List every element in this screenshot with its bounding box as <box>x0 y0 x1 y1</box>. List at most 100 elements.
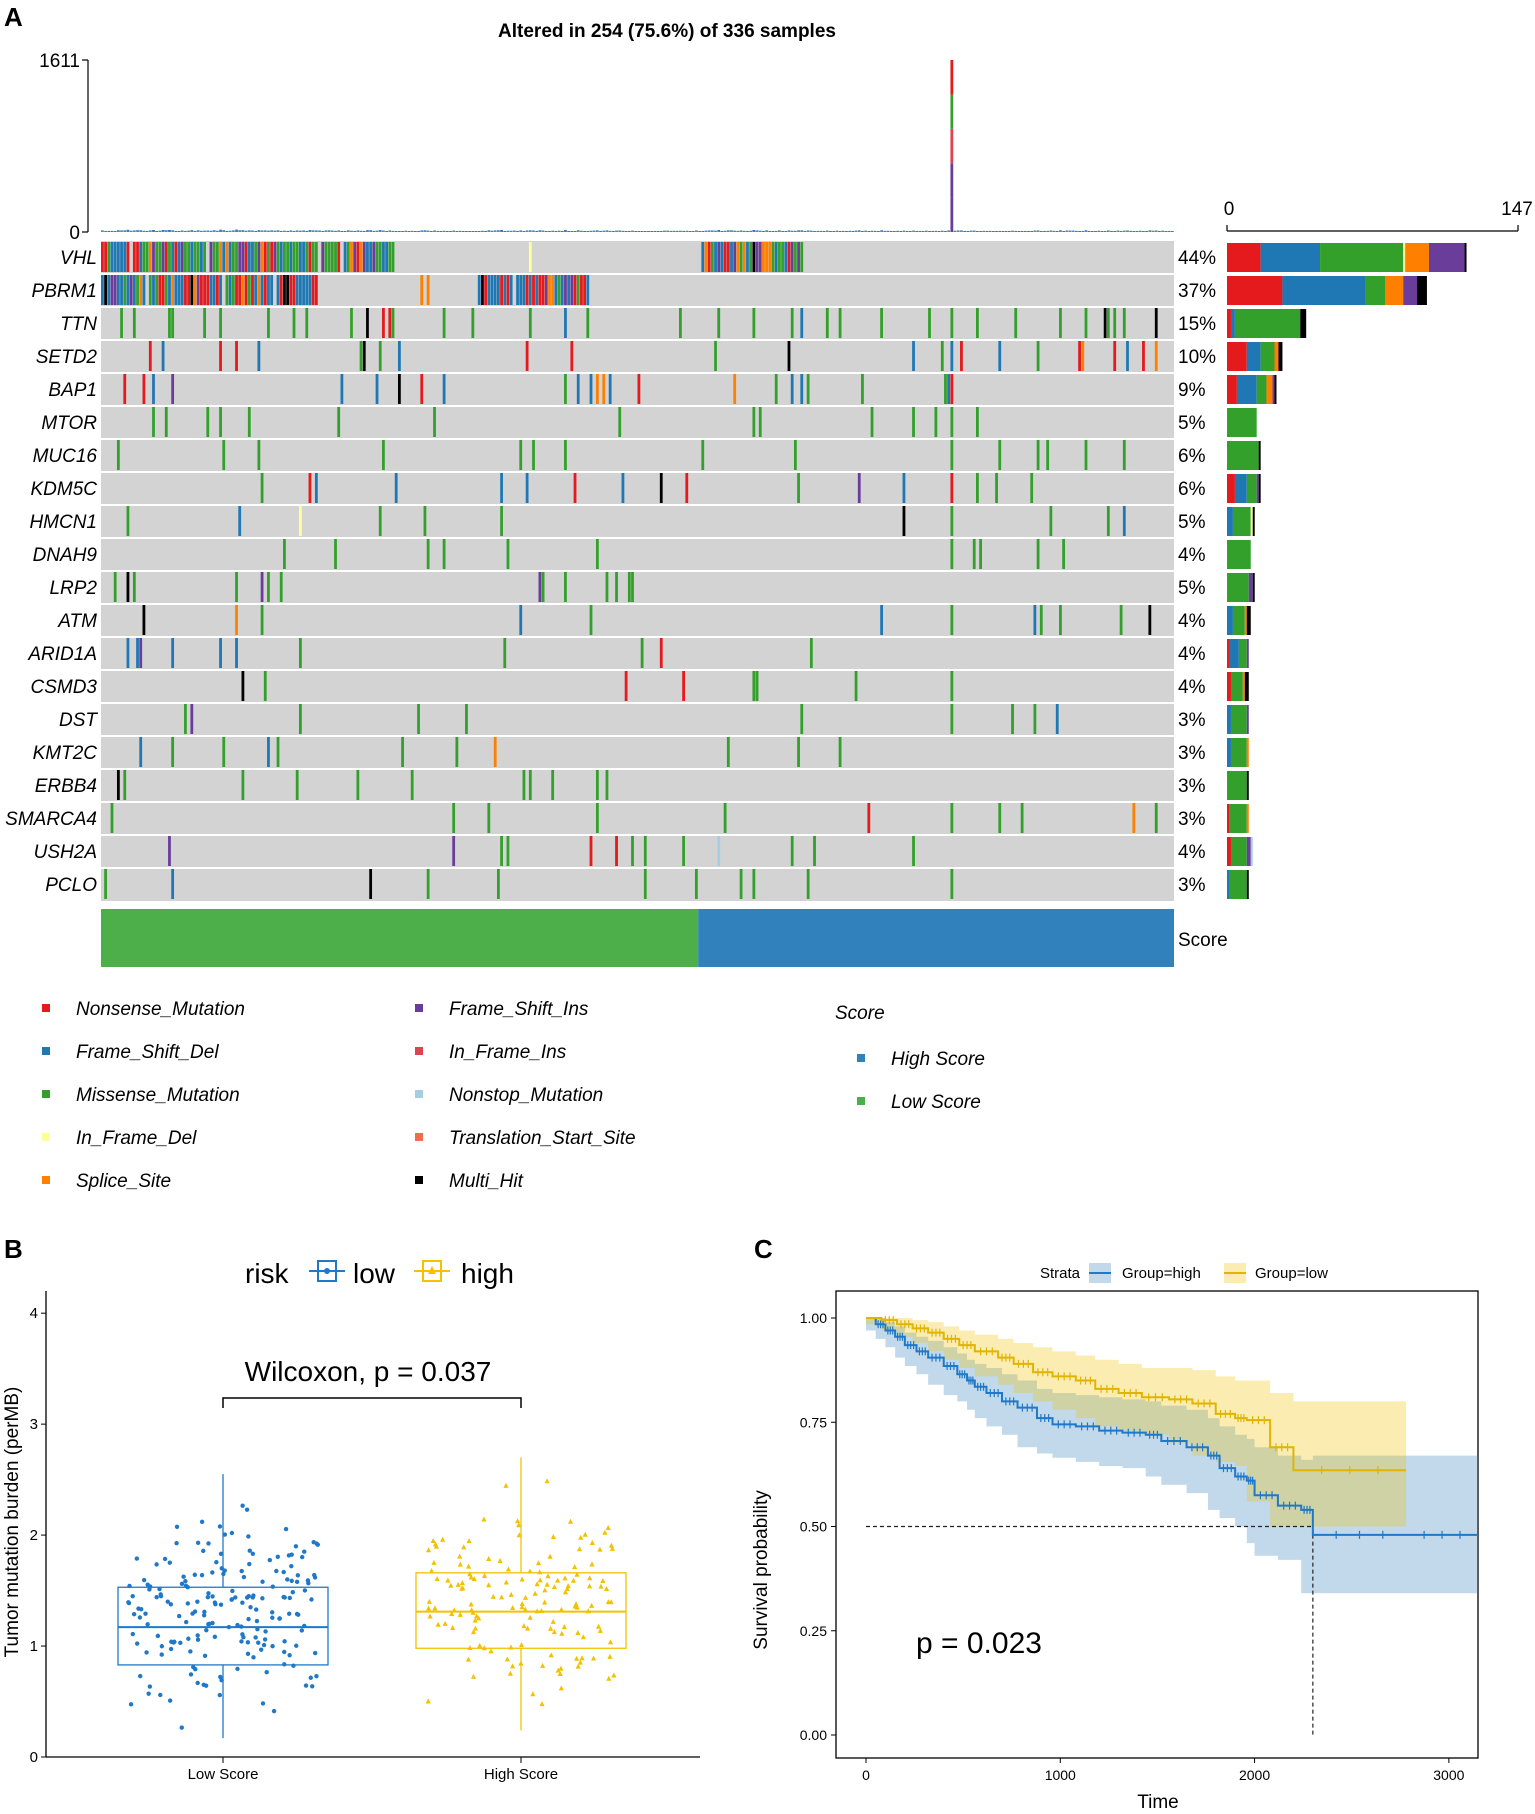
mutation-cell <box>714 242 717 272</box>
tmb-bar-segment <box>1062 231 1066 232</box>
tmb-bar-segment <box>998 230 1002 232</box>
tmb-bar-segment <box>136 230 139 232</box>
gene-bar-segment <box>1246 639 1249 668</box>
box-point <box>289 1563 294 1569</box>
mutation-cell <box>362 341 366 371</box>
tmb-bar-segment <box>691 231 695 232</box>
mutation-cell <box>420 275 424 305</box>
box-y-tick-label: 1 <box>30 1638 38 1655</box>
tmb-bar-segment <box>1071 231 1075 232</box>
mutation-cell <box>749 242 753 272</box>
gene-label: CSMD3 <box>30 677 97 698</box>
tmb-bar-segment <box>793 231 797 232</box>
tmb-bar-segment <box>321 231 325 232</box>
box-point <box>535 1560 542 1566</box>
tmb-bar-segment <box>618 230 622 232</box>
tmb-bar-segment <box>334 230 337 232</box>
box-point <box>497 1558 503 1564</box>
mutation-cell <box>950 539 954 569</box>
mutation-cell <box>222 440 226 470</box>
box-point <box>522 1606 528 1612</box>
tmb-bar-segment <box>985 230 989 232</box>
tmb-bar-segment <box>212 230 216 232</box>
mutation-cell <box>947 374 951 404</box>
tmb-bar-segment <box>765 231 769 232</box>
mutation-cell <box>126 242 130 272</box>
mutation-cell <box>1122 506 1126 536</box>
tmb-bar-segment <box>567 231 571 232</box>
tmb-bar-segment <box>477 231 481 232</box>
tmb-bar-segment <box>1049 230 1053 232</box>
tmb-bar-segment <box>369 230 373 232</box>
mutation-cell <box>164 407 168 437</box>
box-point <box>195 1633 200 1638</box>
tmb-bar-segment <box>257 230 261 232</box>
mutation-cell <box>790 374 794 404</box>
tmb-bar-segment <box>1164 231 1168 232</box>
box-point <box>159 1644 165 1649</box>
gene-bar-segment <box>1274 375 1277 404</box>
box-point <box>470 1609 476 1615</box>
tmb-bar-segment <box>1078 231 1081 232</box>
tmb-bar-segment <box>340 231 344 232</box>
gene-bar-segment <box>1234 309 1301 338</box>
mutation-cell <box>171 869 175 899</box>
tmb-bar-segment <box>618 231 622 232</box>
gene-label: LRP2 <box>49 578 97 599</box>
mutation-cell <box>717 242 721 272</box>
tmb-bar-segment <box>928 230 931 232</box>
tmb-bar-segment <box>404 230 408 232</box>
gene-bar-segment <box>1272 375 1275 404</box>
mutation-cell <box>110 242 114 272</box>
tmb-bar-segment <box>327 230 331 232</box>
mutation-cell <box>442 374 446 404</box>
box-point <box>195 1680 200 1686</box>
tmb-bar-segment <box>512 231 516 232</box>
mutation-cell <box>723 803 727 833</box>
tmb-bar-segment <box>825 231 829 232</box>
mutation-cell <box>314 473 318 503</box>
gene-percentage: 3% <box>1178 875 1206 896</box>
gene-bar-segment <box>1248 573 1253 602</box>
mutation-cell <box>950 671 954 701</box>
box-point <box>245 1651 251 1657</box>
box-point <box>530 1691 536 1697</box>
gene-bar-segment <box>1227 507 1233 536</box>
tmb-bar-segment <box>484 231 488 232</box>
box-point <box>507 1670 514 1676</box>
mutation-cell <box>187 275 191 305</box>
mutation-cell <box>116 275 120 305</box>
mutation-cell <box>168 836 171 866</box>
mutation-cell <box>631 836 634 866</box>
tmb-bar-segment <box>650 231 654 232</box>
box-point <box>144 1650 149 1655</box>
tmb-bar-segment <box>880 231 883 232</box>
mutation-cell <box>902 506 906 536</box>
mutation-cell <box>120 275 123 305</box>
tmb-bar-segment <box>825 230 829 232</box>
tmb-bar-segment <box>404 231 408 232</box>
mutation-cell <box>455 737 459 767</box>
tmb-bar-segment <box>1059 231 1062 232</box>
tmb-bar-segment <box>972 231 976 232</box>
tmb-bar-segment <box>187 231 191 232</box>
box-point <box>270 1615 275 1620</box>
km-x-tick-label: 3000 <box>1433 1767 1464 1783</box>
km-y-tick-label: 1.00 <box>800 1310 827 1326</box>
km-x-tick-label: 0 <box>862 1767 870 1783</box>
tmb-bar-segment <box>627 231 631 232</box>
tmb-bar-segment <box>640 231 644 232</box>
tmb-bar-segment <box>512 230 516 232</box>
tmb-bar-segment <box>267 231 270 232</box>
gene-percentage: 37% <box>1178 281 1216 302</box>
tmb-bar-segment <box>867 231 871 232</box>
mutation-cell <box>595 803 599 833</box>
tmb-bar-segment <box>918 231 922 232</box>
mutation-cell <box>337 242 341 272</box>
box-point <box>545 1573 551 1579</box>
gene-bar-segment <box>1246 606 1251 635</box>
box-point <box>287 1595 293 1601</box>
mutation-cell <box>976 308 979 338</box>
box-point <box>199 1572 205 1578</box>
mutation-cell <box>298 704 302 734</box>
